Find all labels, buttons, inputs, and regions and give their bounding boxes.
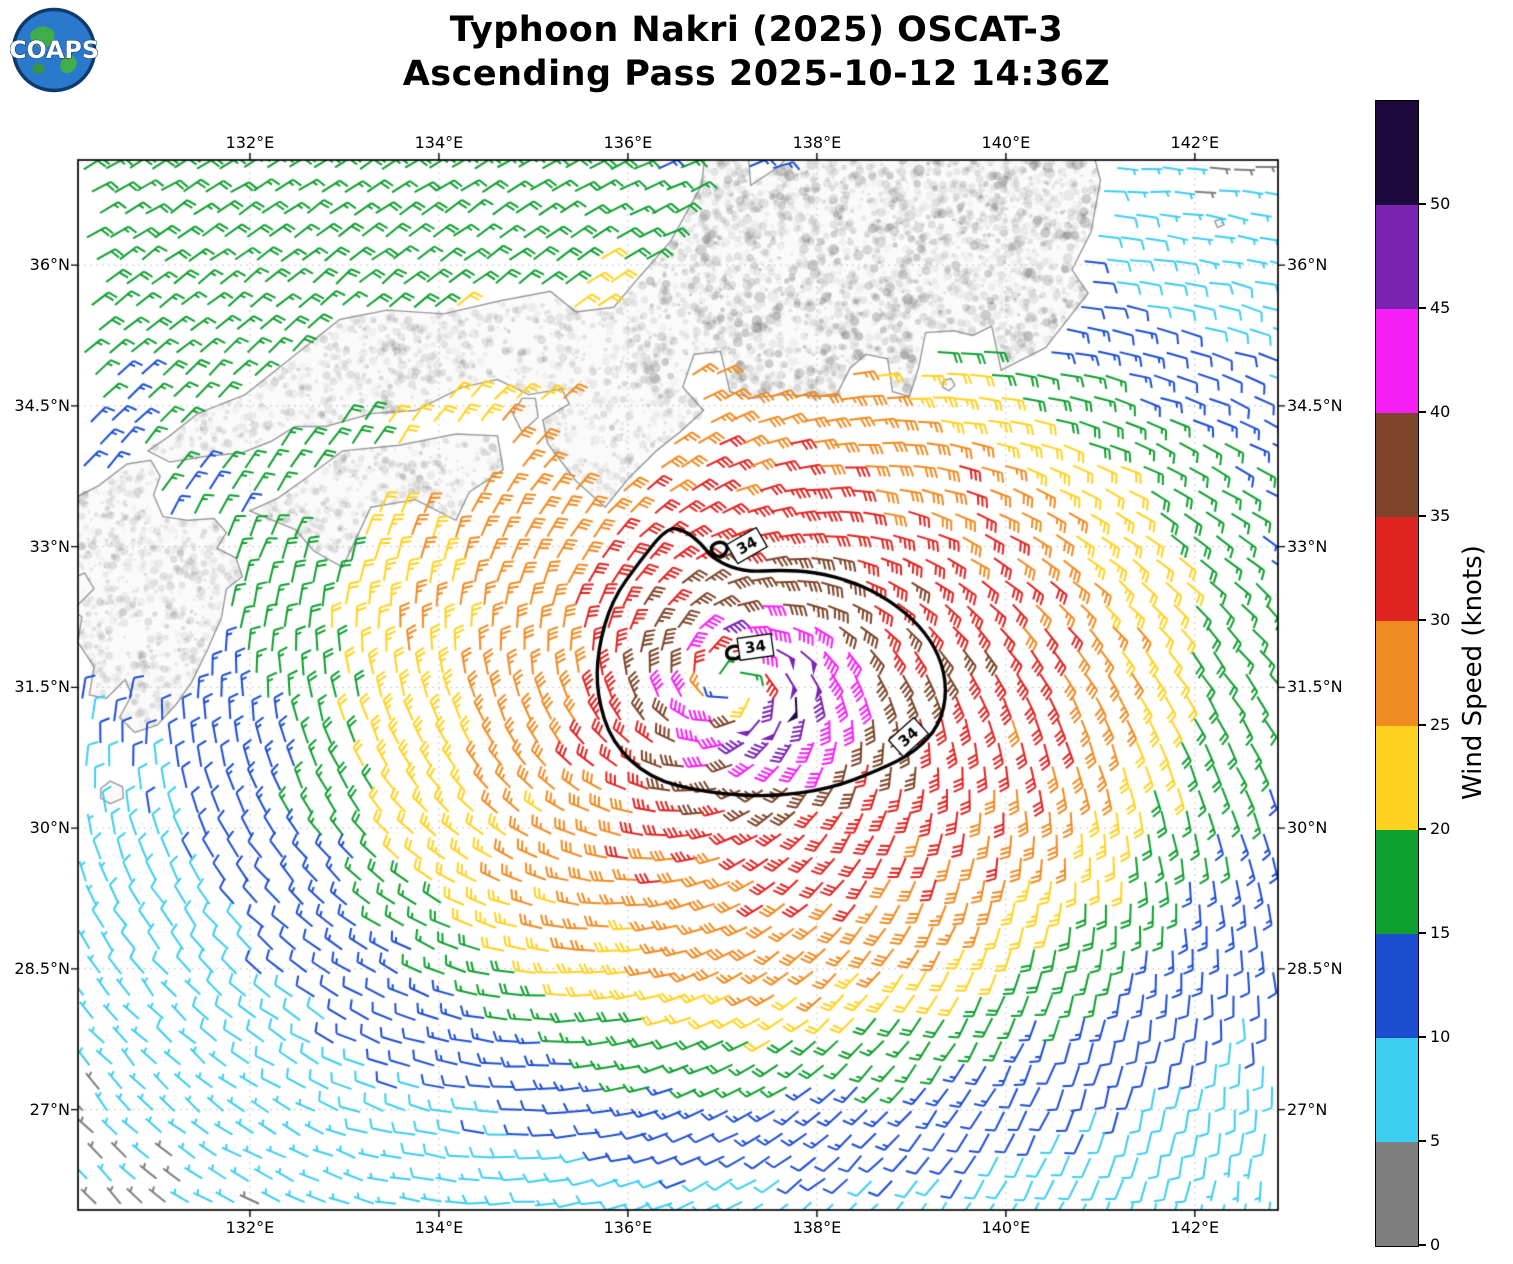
lon-tick-label: 140°E [981,1218,1031,1237]
colorbar-tick-mark [1419,411,1426,414]
colorbar-tick-label: 20 [1430,818,1451,838]
colorbar-segment [1376,725,1418,830]
colorbar-tick-mark [1419,307,1426,310]
colorbar-segment [1376,933,1418,1038]
lat-tick-label: 28.5°N [1287,958,1343,978]
lon-tick-label: 136°E [603,133,653,152]
lon-tick-label: 136°E [603,1218,653,1237]
colorbar-tick-mark [1419,723,1426,726]
coaps-logo: COAPS [10,7,98,93]
chart-title-line1: Typhoon Nakri (2025) OSCAT-3 [449,10,1064,50]
colorbar-tick-label: 5 [1430,1130,1441,1150]
colorbar-segment [1376,101,1418,206]
lat-tick-label: 36°N [29,255,70,275]
colorbar-segment [1376,205,1418,310]
colorbar-tick-label: 25 [1430,714,1451,734]
lon-tick-label: 132°E [225,133,275,152]
lon-tick-label: 134°E [414,133,464,152]
lon-tick-label: 138°E [792,133,842,152]
lon-tick-label: 138°E [792,1218,842,1237]
colorbar-segment [1376,1037,1418,1142]
lat-tick-label: 33°N [1287,536,1328,556]
colorbar-tick-mark [1419,931,1426,934]
colorbar-segment [1376,829,1418,934]
colorbar-segment [1376,517,1418,622]
chart-title: Typhoon Nakri (2025) OSCAT-3 Ascending P… [0,8,1513,96]
colorbar-tick-label: 35 [1430,506,1451,526]
logo-continent [60,55,77,74]
lat-tick-label: 27°N [29,1099,70,1119]
colorbar-tick-mark [1419,827,1426,830]
colorbar-tick-mark [1419,1244,1426,1246]
lat-tick-label: 30°N [29,818,70,838]
colorbar-segment [1376,621,1418,726]
colorbar-tick-label: 40 [1430,402,1451,422]
colorbar-tick-mark [1419,619,1426,622]
lat-tick-label: 28.5°N [14,958,70,978]
colorbar-tick-label: 30 [1430,610,1451,630]
lat-tick-label: 31.5°N [1287,677,1343,697]
lat-tick-label: 33°N [29,536,70,556]
lat-tick-label: 31.5°N [14,677,70,697]
colorbar-axis-label: Wind Speed (knots) [1458,545,1488,800]
lon-tick-label: 132°E [225,1218,275,1237]
map-canvas [58,140,1298,1230]
colorbar-segment [1376,413,1418,518]
colorbar [1375,100,1419,1247]
lat-tick-label: 36°N [1287,255,1328,275]
colorbar-segment [1376,309,1418,414]
lon-tick-label: 140°E [981,133,1031,152]
lat-tick-label: 34.5°N [14,395,70,415]
coaps-logo-text: COAPS [10,36,98,64]
lon-tick-label: 142°E [1170,1218,1220,1237]
colorbar-segment [1376,1141,1418,1247]
colorbar-tick-mark [1419,515,1426,518]
colorbar-tick-label: 50 [1430,194,1451,214]
colorbar-tick-mark [1419,1139,1426,1142]
colorbar-tick-label: 45 [1430,298,1451,318]
lon-tick-label: 142°E [1170,133,1220,152]
colorbar-tick-label: 15 [1430,922,1451,942]
logo-continent [30,26,55,49]
chart-title-line2: Ascending Pass 2025-10-12 14:36Z [402,54,1111,94]
lat-tick-label: 30°N [1287,818,1328,838]
lon-tick-label: 134°E [414,1218,464,1237]
colorbar-tick-mark [1419,203,1426,206]
colorbar-tick-label: 0 [1430,1235,1441,1254]
lat-tick-label: 34.5°N [1287,395,1343,415]
logo-continent [32,63,45,74]
colorbar-tick-label: 10 [1430,1026,1451,1046]
lat-tick-label: 27°N [1287,1099,1328,1119]
colorbar-tick-mark [1419,1035,1426,1038]
